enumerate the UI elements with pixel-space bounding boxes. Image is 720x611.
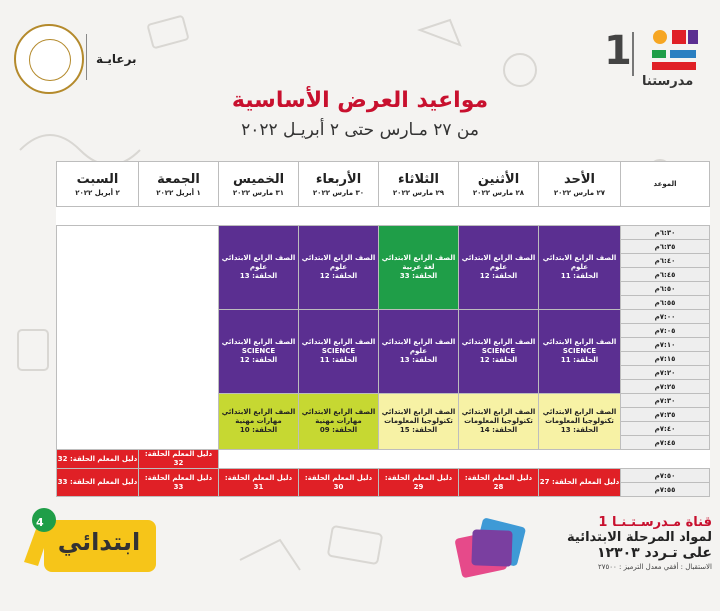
guide-cell: دليل المعلم الحلقة: 29 xyxy=(378,468,459,497)
books-icon xyxy=(455,518,526,578)
time-slot: ٧:٥٥م xyxy=(620,482,710,497)
day-header-fri: الجمعة ١ أبريل ٢٠٢٢ xyxy=(138,161,219,207)
time-slot: ٧:١٠م xyxy=(620,337,710,352)
time-slot: ٦:٤٠م xyxy=(620,253,710,268)
day-header-wed: الأربعاء ٣٠ مارس ٢٠٢٢ xyxy=(298,161,379,207)
day-header-row: السبت ٢ أبريل ٢٠٢٢ الجمعة ١ أبريل ٢٠٢٢ الخ… xyxy=(56,161,710,207)
grade-number: 4 xyxy=(36,516,44,529)
spacer xyxy=(24,10,38,30)
time-slot: ٧:٠٠م xyxy=(620,309,710,324)
eagle-emblem-icon xyxy=(29,39,71,81)
time-slot: ٦:٤٥م xyxy=(620,267,710,282)
brand-channel-number: 1 xyxy=(604,28,632,74)
channel-name: قناة مـدرسـتـنـا 1 xyxy=(598,515,712,530)
program-cell: الصف الرابع الابتدائي علوم الحلقة: 12 xyxy=(298,225,379,310)
guide-cell: دليل المعلم الحلقة: 33 xyxy=(138,468,219,497)
grade-label: ابتدائي xyxy=(57,528,141,556)
time-slot: ٧:٢٥م xyxy=(620,379,710,394)
time-slot: ٧:٢٠م xyxy=(620,365,710,380)
channel-info: قناة مـدرسـتـنـا 1 لمواد المرحلة الابتدا… xyxy=(540,515,712,571)
time-slot: ٧:٣٠م xyxy=(620,393,710,408)
channel-frequency: على تـردد ١٢٣٠٣ xyxy=(596,545,712,561)
time-slot: ٧:١٥م xyxy=(620,351,710,366)
time-slot: ٦:٣٠م xyxy=(620,225,710,240)
time-slot: ٦:٥٥م xyxy=(620,295,710,310)
program-cell: الصف الرابع الابتدائي مهارات مهنية الحلقة:… xyxy=(298,393,379,450)
time-slot: ٦:٥٠م xyxy=(620,281,710,296)
day-header-tue: الثلاثاء ٢٩ مارس ٢٠٢٢ xyxy=(378,161,459,207)
divider xyxy=(632,32,634,76)
day-header-sun: الأحد ٢٧ مارس ٢٠٢٢ xyxy=(538,161,621,207)
program-cell: الصف الرابع الابتدائي SCIENCE الحلقة: 11 xyxy=(298,309,379,394)
program-cell: الصف الرابع الابتدائي علوم الحلقة: 13 xyxy=(378,309,459,394)
schedule-table: السبت ٢ أبريل ٢٠٢٢ الجمعة ١ أبريل ٢٠٢٢ الخ… xyxy=(56,161,710,497)
program-cell: الصف الرابع الابتدائي SCIENCE الحلقة: 12 xyxy=(458,309,539,394)
page-subtitle: من ٢٧ مـارس حتى ٢ أبريـل ٢٠٢٢ xyxy=(241,120,479,140)
day-header-thu: الخميس ٣١ مارس ٢٠٢٢ xyxy=(218,161,299,207)
program-cell: الصف الرابع الابتدائي SCIENCE الحلقة: 12 xyxy=(218,309,299,394)
madrasetna-logo-icon xyxy=(652,30,698,70)
guide-cell: دليل المعلم الحلقة: 32 xyxy=(138,449,219,469)
program-cell: الصف الرابع الابتدائي تكنولوجيا المعلومات… xyxy=(458,393,539,450)
empty-cell xyxy=(56,225,219,450)
ministry-seal-logo xyxy=(14,24,84,94)
program-cell: الصف الرابع الابتدائي مهارات مهنية الحلقة:… xyxy=(218,393,299,450)
reception-info: الاستقبال : أفقي معدل الترميز : ٢٧٥٠٠ xyxy=(598,563,712,571)
time-slot: ٧:٤٥م xyxy=(620,435,710,450)
guide-cell: دليل المعلم الحلقة: 32 xyxy=(56,449,139,469)
channel-description: لمواد المرحلة الابتدائية xyxy=(567,530,712,545)
program-cell: الصف الرابع الابتدائي علوم الحلقة: 12 xyxy=(458,225,539,310)
sponsor-label: برعايـة xyxy=(96,52,137,66)
guide-cell: دليل المعلم الحلقة: 27 xyxy=(538,468,621,497)
program-cell: الصف الرابع الابتدائي علوم الحلقة: 13 xyxy=(218,225,299,310)
time-slot: ٧:٠٥م xyxy=(620,323,710,338)
program-cell: الصف الرابع الابتدائي علوم الحلقة: 11 xyxy=(538,225,621,310)
time-column-header: الموعد xyxy=(620,161,710,207)
program-cell: الصف الرابع الابتدائي تكنولوجيا المعلومات… xyxy=(378,393,459,450)
guide-cell: دليل المعلم الحلقة: 31 xyxy=(218,468,299,497)
time-slot: ٦:٣٥م xyxy=(620,239,710,254)
day-header-sat: السبت ٢ أبريل ٢٠٢٢ xyxy=(56,161,139,207)
spacer-row xyxy=(56,206,710,226)
divider xyxy=(86,34,87,80)
guide-cell: دليل المعلم الحلقة: 33 xyxy=(56,468,139,497)
program-cell: الصف الرابع الابتدائي SCIENCE الحلقة: 11 xyxy=(538,309,621,394)
day-header-mon: الأثنين ٢٨ مارس ٢٠٢٢ xyxy=(458,161,539,207)
time-slot: ٧:٥٠م xyxy=(620,468,710,483)
program-cell: الصف الرابع الابتدائي لغة عربية الحلقة: 33 xyxy=(378,225,459,310)
time-slot: ٧:٣٥م xyxy=(620,407,710,422)
page-title: مواعيد العرض الأساسية xyxy=(231,88,489,113)
program-cell: الصف الرابع الابتدائي تكنولوجيا المعلومات… xyxy=(538,393,621,450)
brand-name: مدرستنا xyxy=(642,74,694,89)
time-slot: ٧:٤٠م xyxy=(620,421,710,436)
grade-badge-graphic xyxy=(24,508,156,572)
guide-cell: دليل المعلم الحلقة: 28 xyxy=(458,468,539,497)
guide-cell: دليل المعلم الحلقة: 30 xyxy=(298,468,379,497)
